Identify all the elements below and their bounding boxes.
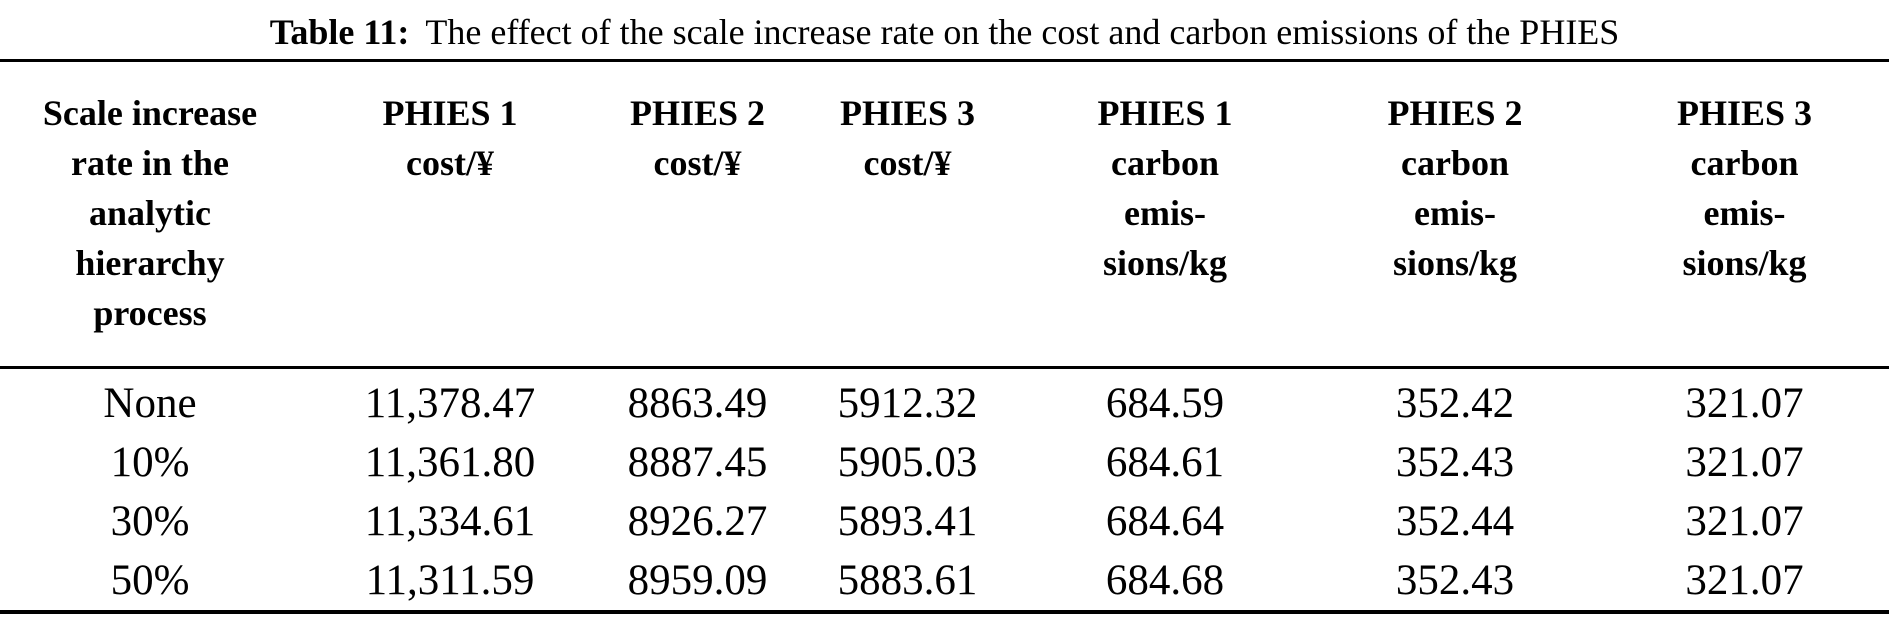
table-cell: 11,311.59 — [365, 557, 535, 604]
table-row: 50% 11,311.59 8959.09 5883.61 684.68 352… — [0, 551, 1889, 612]
table-cell: 5912.32 — [837, 380, 978, 427]
table-cell: 684.61 — [1105, 439, 1225, 486]
table-cell: 5905.03 — [837, 439, 978, 486]
table-cell: 321.07 — [1685, 557, 1804, 604]
table-row: None 11,378.47 8863.49 5912.32 684.59 35… — [0, 368, 1889, 434]
column-header-phies3-carbon: PHIES 3 carbon emis- sions/kg — [1676, 93, 1813, 283]
column-header-phies1-cost: PHIES 1 cost/¥ — [382, 93, 518, 183]
table-cell: 321.07 — [1685, 498, 1804, 545]
row-label: 30% — [110, 498, 190, 545]
table-cell: 11,334.61 — [364, 498, 536, 545]
table-cell: 352.43 — [1395, 439, 1515, 486]
table-header: Scale increase rate in the analytic hier… — [0, 61, 1889, 368]
row-label: None — [103, 380, 197, 427]
table-caption-text: The effect of the scale increase rate on… — [425, 12, 1620, 52]
column-header-phies1-carbon: PHIES 1 carbon emis- sions/kg — [1097, 93, 1233, 283]
column-header-phies2-cost: PHIES 2 cost/¥ — [629, 93, 766, 183]
table-cell: 321.07 — [1685, 439, 1804, 486]
row-label: 50% — [110, 557, 190, 604]
results-table: Scale increase rate in the analytic hier… — [0, 59, 1889, 614]
table-row: 30% 11,334.61 8926.27 5893.41 684.64 352… — [0, 492, 1889, 551]
table-cell: 684.59 — [1105, 380, 1225, 427]
table-cell: 11,361.80 — [364, 439, 536, 486]
row-label: 10% — [110, 439, 190, 486]
table-row: 10% 11,361.80 8887.45 5905.03 684.61 352… — [0, 433, 1889, 492]
table-cell: 8863.49 — [627, 380, 768, 427]
table-cell: 11,378.47 — [364, 380, 536, 427]
header-row: Scale increase rate in the analytic hier… — [0, 61, 1889, 368]
column-header-phies3-cost: PHIES 3 cost/¥ — [839, 93, 976, 183]
column-header-phies2-carbon: PHIES 2 carbon emis- sions/kg — [1387, 93, 1523, 283]
table-cell: 321.07 — [1685, 380, 1804, 427]
table-body: None 11,378.47 8863.49 5912.32 684.59 35… — [0, 368, 1889, 613]
table-caption-label: Table 11: — [269, 12, 410, 52]
table-cell: 352.42 — [1395, 380, 1515, 427]
table-cell: 8926.27 — [627, 498, 768, 545]
table-cell: 684.68 — [1105, 557, 1225, 604]
table-cell: 8887.45 — [627, 439, 768, 486]
table-cell: 8959.09 — [627, 557, 768, 604]
table-caption: Table 11: The effect of the scale increas… — [0, 0, 1889, 59]
column-header-scale-increase-rate: Scale increase rate in the analytic hier… — [42, 93, 258, 333]
table-cell: 684.64 — [1105, 498, 1225, 545]
table-cell: 352.43 — [1395, 557, 1515, 604]
table-cell: 5883.61 — [837, 557, 978, 604]
table-cell: 352.44 — [1395, 498, 1515, 545]
table-cell: 5893.41 — [837, 498, 978, 545]
